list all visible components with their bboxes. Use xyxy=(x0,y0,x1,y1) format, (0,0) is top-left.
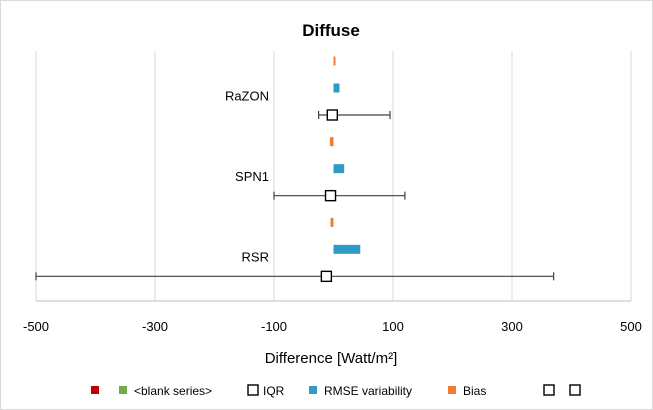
legend-label: RMSE variability xyxy=(324,384,412,398)
legend-label: IQR xyxy=(263,384,285,398)
rmse-bar xyxy=(333,164,345,174)
x-tick-labels: -500 -300 -100 100 300 500 xyxy=(23,319,642,334)
iqr-box-marker xyxy=(326,109,339,121)
iqr-box-marker xyxy=(320,270,333,283)
x-tick-label: -300 xyxy=(142,319,168,334)
bias-bar xyxy=(329,137,334,147)
gridlines xyxy=(35,51,632,302)
x-tick-label: 100 xyxy=(382,319,404,334)
legend-label: <blank series> xyxy=(134,384,212,398)
x-tick-label: 500 xyxy=(620,319,642,334)
legend-swatch xyxy=(91,386,99,394)
category-label: RSR xyxy=(242,250,269,265)
x-axis-title: Difference [Watt/m²] xyxy=(265,350,398,367)
iqr-box-marker xyxy=(324,189,337,202)
legend-swatch xyxy=(448,386,456,394)
x-tick-label: -100 xyxy=(261,319,287,334)
x-tick-label: -500 xyxy=(23,319,49,334)
rmse-bar xyxy=(333,244,361,254)
data-marks xyxy=(35,56,555,283)
category-label: SPN1 xyxy=(235,169,269,184)
bias-bar xyxy=(333,56,336,66)
category-label: RaZON xyxy=(225,88,269,103)
bias-bar xyxy=(330,217,334,227)
chart-title: Diffuse xyxy=(302,21,360,40)
category-labels: RaZON SPN1 RSR xyxy=(225,88,269,264)
rmse-bar xyxy=(333,83,340,93)
x-tick-label: 300 xyxy=(501,319,523,334)
legend-label: Bias xyxy=(463,384,486,398)
legend-swatch xyxy=(119,386,127,394)
legend-box-marker xyxy=(569,384,581,396)
legend-box-marker xyxy=(247,384,259,396)
legend-swatch xyxy=(309,386,317,394)
legend: <blank series> IQR RMSE variability Bias xyxy=(91,384,581,398)
legend-box-marker xyxy=(543,384,555,396)
